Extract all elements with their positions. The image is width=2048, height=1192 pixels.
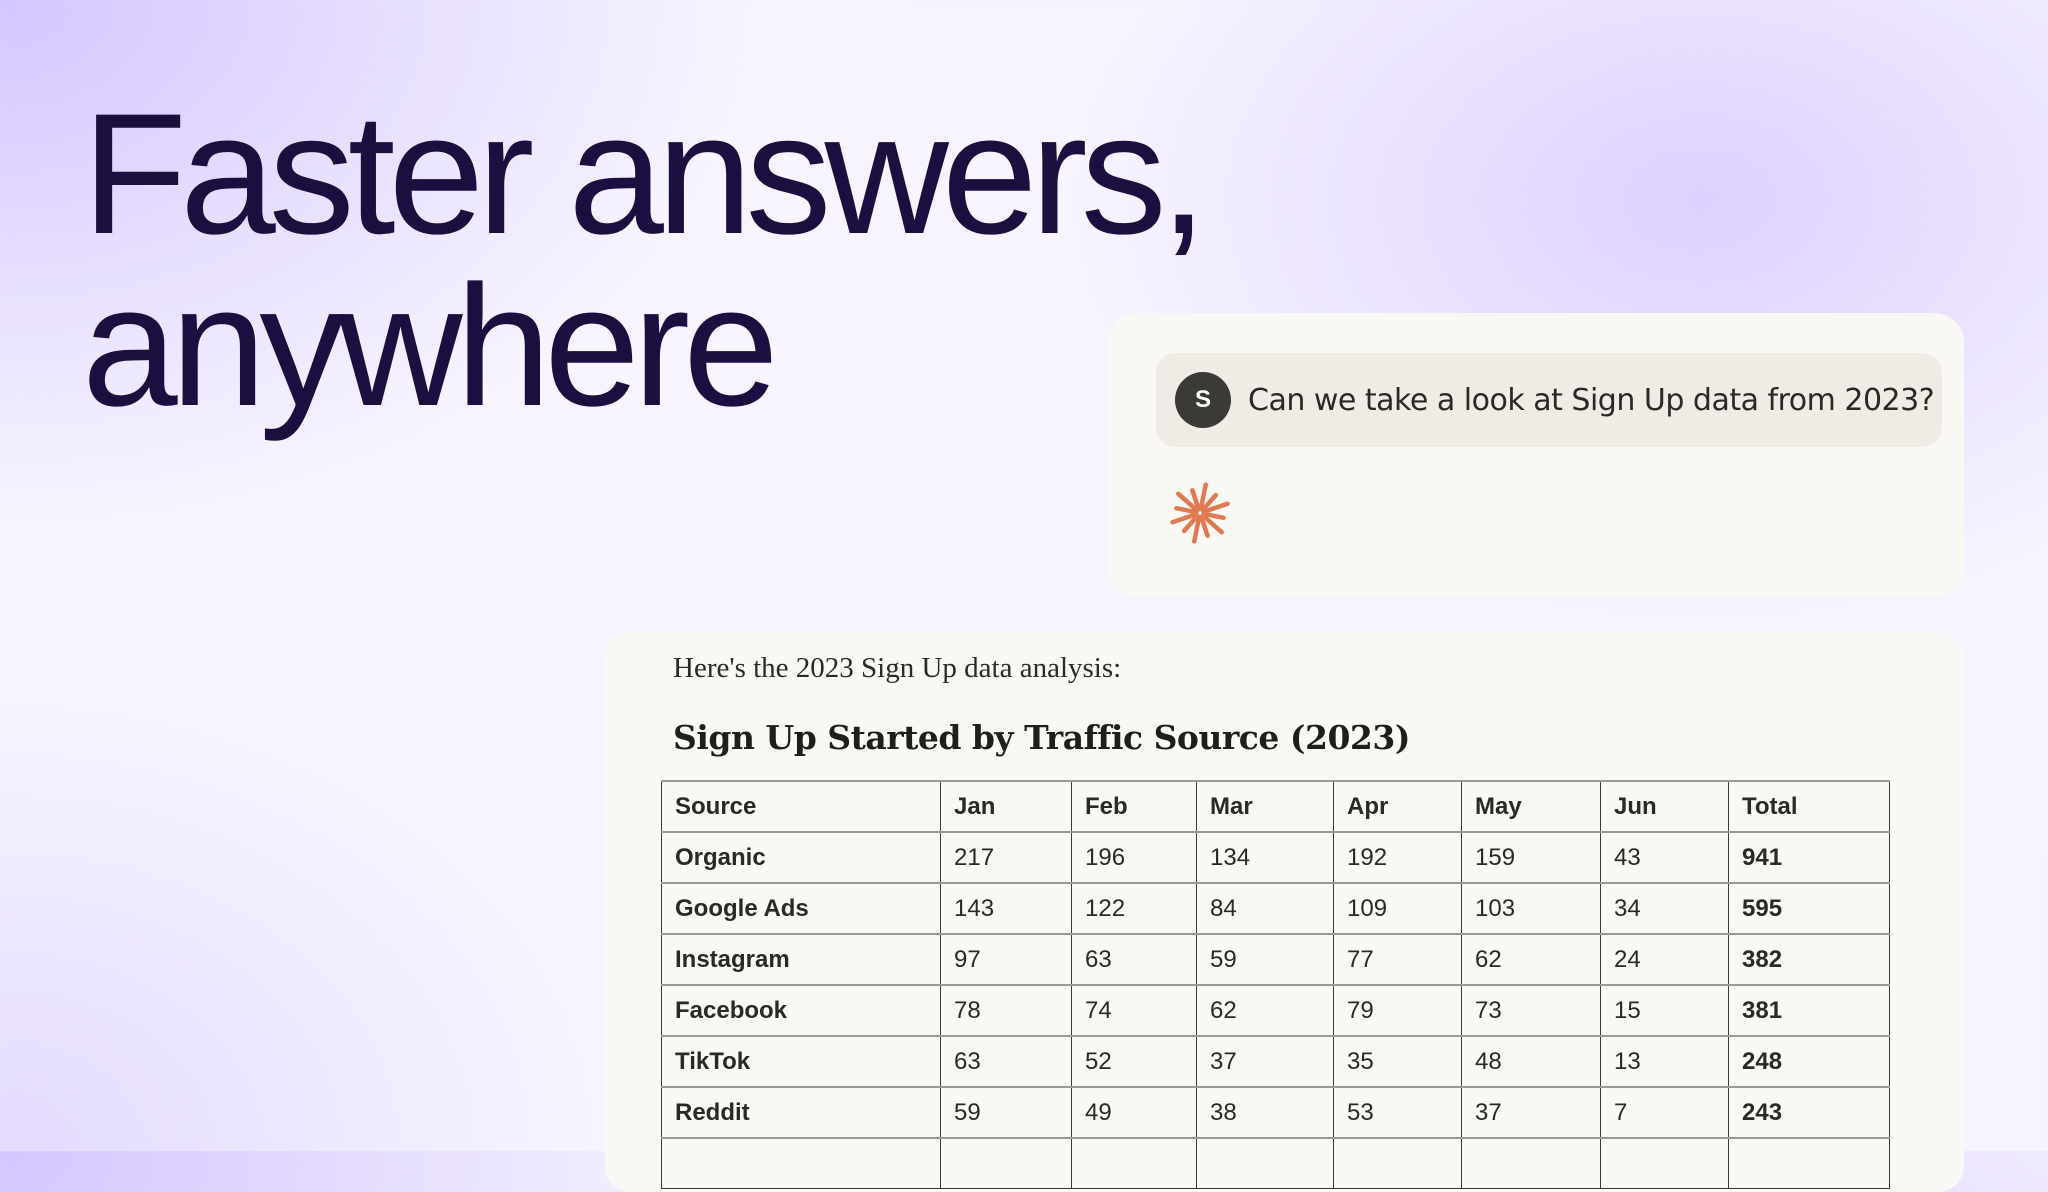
source-cell: TikTok [661, 1035, 941, 1088]
column-header: May [1461, 780, 1601, 833]
chat-card: S Can we take a look at Sign Up data fro… [1108, 313, 1964, 597]
value-cell [1196, 1137, 1334, 1189]
value-cell: 59 [1196, 933, 1334, 986]
spark-ray [1199, 514, 1210, 539]
spark-ray [1198, 482, 1209, 512]
table-row: TikTok 63 52 37 35 48 13 248 [661, 1035, 1890, 1088]
total-cell: 941 [1728, 831, 1890, 884]
value-cell [1728, 1137, 1890, 1189]
column-header: Feb [1071, 780, 1197, 833]
value-cell [1461, 1137, 1601, 1189]
value-cell: 62 [1461, 933, 1601, 986]
value-cell [940, 1137, 1072, 1189]
value-cell: 63 [940, 1035, 1072, 1088]
total-cell: 595 [1728, 882, 1890, 935]
total-cell: 381 [1728, 984, 1890, 1037]
value-cell: 77 [1333, 933, 1462, 986]
value-cell: 143 [940, 882, 1072, 935]
spark-ray [1170, 512, 1199, 525]
value-cell: 63 [1071, 933, 1197, 986]
value-cell: 109 [1333, 882, 1462, 935]
source-cell: Reddit [661, 1086, 941, 1139]
value-cell: 74 [1071, 984, 1197, 1037]
value-cell [1071, 1137, 1197, 1189]
user-message-text: Can we take a look at Sign Up data from … [1248, 382, 1935, 418]
table-row: Instagram 97 63 59 77 62 24 382 [661, 933, 1890, 986]
value-cell: 73 [1461, 984, 1601, 1037]
value-cell: 134 [1196, 831, 1334, 884]
value-cell: 35 [1333, 1035, 1462, 1088]
column-header: Jan [940, 780, 1072, 833]
value-cell: 52 [1071, 1035, 1197, 1088]
spark-ray [1200, 492, 1219, 513]
response-card: Here's the 2023 Sign Up data analysis: S… [605, 632, 1964, 1192]
value-cell: 24 [1600, 933, 1729, 986]
table-header-row: Source Jan Feb Mar Apr May Jun Total [661, 780, 1890, 833]
column-header: Apr [1333, 780, 1462, 833]
table-row: Google Ads 143 122 84 109 103 34 595 [661, 882, 1890, 935]
avatar: S [1175, 372, 1231, 428]
value-cell: 34 [1600, 882, 1729, 935]
headline-line-2: anywhere [82, 250, 779, 442]
value-cell: 53 [1333, 1086, 1462, 1139]
value-cell: 48 [1461, 1035, 1601, 1088]
source-cell: Facebook [661, 984, 941, 1037]
value-cell: 79 [1333, 984, 1462, 1037]
value-cell: 62 [1196, 984, 1334, 1037]
headline: Faster answers, anywhere [82, 78, 1207, 442]
spark-ray [1190, 487, 1201, 512]
value-cell [1333, 1137, 1462, 1189]
signup-table: Source Jan Feb Mar Apr May Jun Total Organic 217… [661, 780, 1890, 1189]
spark-ray [1201, 501, 1230, 514]
value-cell: 196 [1071, 831, 1197, 884]
spark-ray [1201, 511, 1226, 521]
source-cell: Instagram [661, 933, 941, 986]
value-cell: 122 [1071, 882, 1197, 935]
spark-ray [1181, 513, 1200, 534]
value-cell: 217 [940, 831, 1072, 884]
source-cell: Google Ads [661, 882, 941, 935]
spark-ray [1200, 513, 1224, 535]
spark-ray [1174, 505, 1199, 515]
table-row: Reddit 59 49 38 53 37 7 243 [661, 1086, 1890, 1139]
value-cell: 192 [1333, 831, 1462, 884]
table-row: Facebook 78 74 62 79 73 15 381 [661, 984, 1890, 1037]
spark-icon [1170, 482, 1230, 544]
value-cell: 13 [1600, 1035, 1729, 1088]
table-title: Sign Up Started by Traffic Source (2023) [673, 718, 1410, 757]
value-cell [661, 1137, 941, 1189]
value-cell: 38 [1196, 1086, 1334, 1139]
value-cell [1600, 1137, 1729, 1189]
value-cell: 43 [1600, 831, 1729, 884]
user-message: S Can we take a look at Sign Up data fro… [1156, 353, 1942, 447]
value-cell: 59 [940, 1086, 1072, 1139]
table-row: Organic 217 196 134 192 159 43 941 [661, 831, 1890, 884]
source-cell: Organic [661, 831, 941, 884]
value-cell: 37 [1461, 1086, 1601, 1139]
total-cell: 243 [1728, 1086, 1890, 1139]
value-cell: 15 [1600, 984, 1729, 1037]
value-cell: 103 [1461, 882, 1601, 935]
value-cell: 49 [1071, 1086, 1197, 1139]
column-header: Jun [1600, 780, 1729, 833]
response-intro: Here's the 2023 Sign Up data analysis: [673, 652, 1122, 684]
value-cell: 37 [1196, 1035, 1334, 1088]
value-cell: 84 [1196, 882, 1334, 935]
table-row-clipped [661, 1137, 1890, 1189]
spark-ray [1176, 491, 1200, 513]
value-cell: 97 [940, 933, 1072, 986]
headline-line-1: Faster answers, [82, 78, 1207, 270]
total-cell: 248 [1728, 1035, 1890, 1088]
column-header: Total [1728, 780, 1890, 833]
value-cell: 78 [940, 984, 1072, 1037]
value-cell: 7 [1600, 1086, 1729, 1139]
column-header: Source [661, 780, 941, 833]
value-cell: 159 [1461, 831, 1601, 884]
spark-ray [1191, 514, 1202, 544]
total-cell: 382 [1728, 933, 1890, 986]
column-header: Mar [1196, 780, 1334, 833]
